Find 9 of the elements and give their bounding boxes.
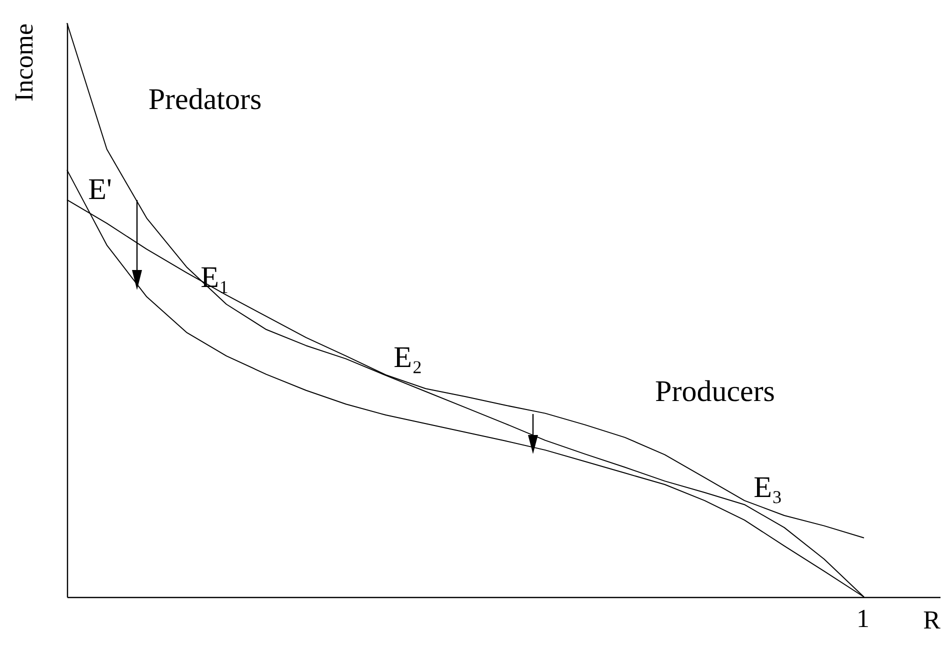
annotation: E₃ xyxy=(754,471,782,504)
text: 1 xyxy=(856,604,870,633)
annotation: Predators xyxy=(148,83,262,116)
annotation: E' xyxy=(88,173,112,206)
x-axis-title: R xyxy=(923,606,942,634)
annotation: E₁ xyxy=(200,261,230,294)
annotation: Producers xyxy=(655,375,775,408)
annotation: E₂ xyxy=(394,341,422,374)
y-axis-title: Income xyxy=(10,24,38,102)
